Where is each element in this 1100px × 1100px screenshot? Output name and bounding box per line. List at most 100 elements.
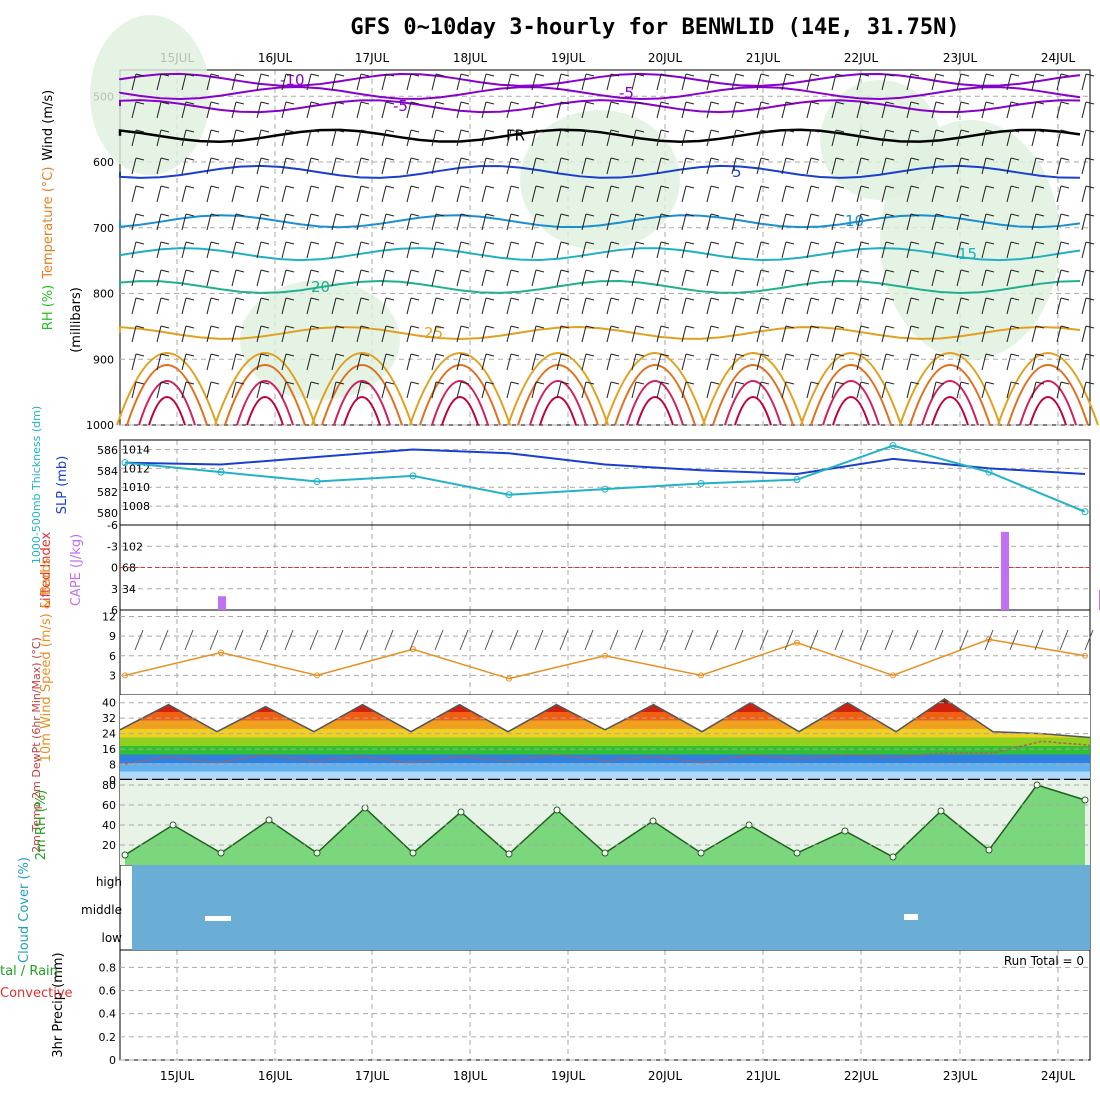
wind-barb-flag xyxy=(1010,157,1020,161)
warm-arch xyxy=(604,352,706,426)
wind-barb xyxy=(431,73,437,91)
surface-wind-barb xyxy=(509,629,519,651)
wind-barb xyxy=(831,185,837,203)
y-tick-label: 600 xyxy=(93,156,114,169)
wind-barb xyxy=(681,297,687,315)
wind-barb-flag xyxy=(535,73,545,77)
wind-barb xyxy=(506,129,512,147)
wind-barb-flag xyxy=(1060,213,1070,217)
wind-barb-flag xyxy=(560,213,570,217)
wind-barb-flag xyxy=(185,185,195,189)
surface-wind-barb xyxy=(584,629,594,651)
wind-barb-flag xyxy=(935,157,945,161)
wind-barb xyxy=(831,101,837,119)
warm-arch xyxy=(712,364,794,426)
wind-barb xyxy=(981,381,987,399)
wind-barb-flag xyxy=(335,185,345,189)
wind-barb-flag xyxy=(560,353,570,357)
cloud-level-label: middle xyxy=(81,903,122,917)
wind-barb-flag xyxy=(260,101,270,105)
wind-barb-flag xyxy=(960,241,970,245)
wind-barb-flag xyxy=(835,213,845,217)
wind-barb xyxy=(756,269,762,287)
wind-barb xyxy=(406,101,412,119)
wind-barb xyxy=(1031,241,1037,259)
wind-barb xyxy=(281,157,287,175)
wind-barb xyxy=(556,129,562,147)
wind-barb-flag xyxy=(985,101,995,105)
wind-barb-flag xyxy=(1035,241,1045,245)
wind-barb-flag xyxy=(160,73,170,77)
wind-barb-flag xyxy=(1085,213,1095,217)
wind-barb-flag xyxy=(585,185,595,189)
wind-barb xyxy=(1006,241,1012,259)
temp-ylabel: 2m Temp 2m DewPt (6hr Min/Max) (°C) xyxy=(30,637,43,853)
panel-frame xyxy=(119,609,1091,696)
wind-barb-flag xyxy=(935,241,945,245)
wind-barb xyxy=(806,269,812,287)
wind-barb xyxy=(356,241,362,259)
precip-ylabel: 3hr Precip (mm) xyxy=(51,952,66,1057)
wind-barb xyxy=(331,157,337,175)
wind-barb xyxy=(706,381,712,399)
wind-barb-flag xyxy=(610,325,620,329)
rh-marker xyxy=(985,846,993,854)
wind-barb xyxy=(1081,129,1087,147)
wind-barb xyxy=(556,73,562,91)
wind-barb xyxy=(631,297,637,315)
wind-barb xyxy=(656,241,662,259)
wind-barb xyxy=(906,101,912,119)
run-total: Run Total = 0 xyxy=(1004,954,1084,968)
upper-air-ylabel2: (millibars) xyxy=(69,287,84,353)
wind-barb xyxy=(956,129,962,147)
wind-barb-flag xyxy=(785,101,795,105)
wind-barb xyxy=(581,129,587,147)
warm-arch xyxy=(1007,364,1089,426)
wind-barb xyxy=(706,241,712,259)
wind-barb-flag xyxy=(935,129,945,133)
wind-barb xyxy=(531,101,537,119)
wind-barb-flag xyxy=(1035,325,1045,329)
wind-barb xyxy=(856,269,862,287)
wind-barb xyxy=(1031,101,1037,119)
wind-barb-flag xyxy=(860,241,870,245)
wind-barb xyxy=(656,185,662,203)
wind-barb xyxy=(581,73,587,91)
wind-barb-flag xyxy=(785,157,795,161)
wind-barb-flag xyxy=(135,241,145,245)
cape-ylabel: CAPE (J/kg) xyxy=(69,534,84,606)
wind-barb xyxy=(781,129,787,147)
precip-tick: 0.4 xyxy=(99,1008,117,1021)
wind-barb xyxy=(881,101,887,119)
li-ylabel: Lifted Index xyxy=(39,531,54,608)
wind-barb xyxy=(456,297,462,315)
wind-barb-flag xyxy=(310,297,320,301)
wind-barb-flag xyxy=(960,101,970,105)
temp-color-band xyxy=(120,729,1090,738)
temperature-contour xyxy=(119,325,1081,340)
wind-barb-flag xyxy=(1010,353,1020,357)
wind-barb-flag xyxy=(410,129,420,133)
wind-barb-flag xyxy=(985,381,995,385)
wind-barb-flag xyxy=(1085,157,1095,161)
wind-barb-flag xyxy=(810,353,820,357)
precip-tick: 0.2 xyxy=(99,1031,117,1044)
wind-barb xyxy=(331,101,337,119)
wind-barb-flag xyxy=(385,73,395,77)
wind-barb-flag xyxy=(885,353,895,357)
surface-wind-barb xyxy=(209,629,219,651)
ylabel-part: Wind (m/s) xyxy=(41,90,56,161)
wind-barb-flag xyxy=(635,297,645,301)
surface-wind-barb xyxy=(984,629,994,651)
wind-barb xyxy=(906,297,912,315)
wind-barb xyxy=(756,129,762,147)
wind-barb-flag xyxy=(310,269,320,273)
thickness-marker xyxy=(793,476,801,484)
wind-barb-flag xyxy=(385,213,395,217)
rh-marker xyxy=(937,807,945,815)
wind-barb xyxy=(281,241,287,259)
wind-barb xyxy=(531,157,537,175)
wind-barb xyxy=(556,325,562,343)
wind-barb-flag xyxy=(610,73,620,77)
wind-barb-flag xyxy=(835,269,845,273)
